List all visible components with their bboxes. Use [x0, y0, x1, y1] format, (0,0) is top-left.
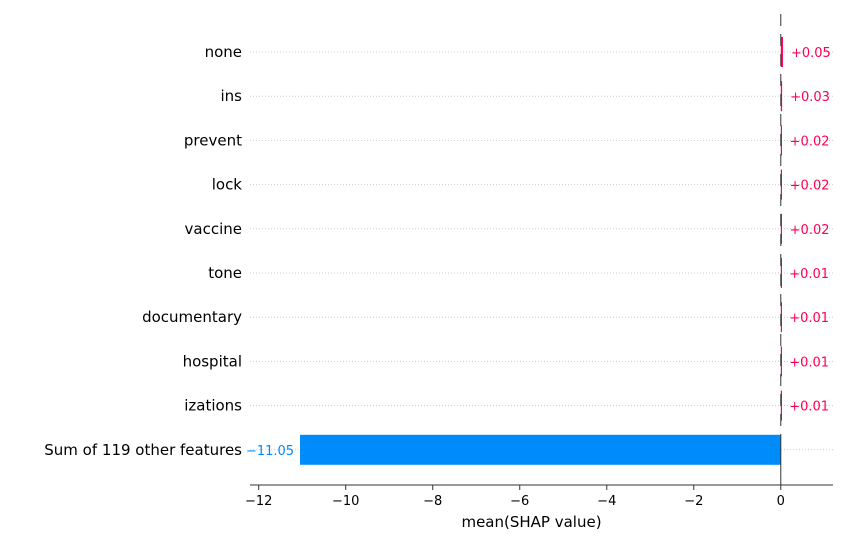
category-label: Sum of 119 other features	[44, 441, 242, 459]
bar-3	[780, 169, 782, 200]
category-label: lock	[212, 176, 243, 194]
bar-8	[780, 390, 782, 421]
category-label: prevent	[184, 131, 242, 149]
x-tick-label: −10	[332, 494, 359, 509]
grid-lines	[250, 51, 833, 451]
category-label: documentary	[142, 308, 242, 326]
value-labels: +0.05 +0.03 +0.02 +0.02 +0.02 +0.01 +0.01 +0.01…	[246, 46, 831, 459]
x-axis-label: mean(SHAP value)	[461, 513, 601, 531]
x-tick-label: −6	[510, 494, 529, 509]
bar-1	[780, 81, 783, 112]
category-label: tone	[208, 264, 242, 282]
category-label: izations	[184, 397, 242, 415]
x-tick-label: −8	[423, 494, 442, 509]
value-label: −11.05	[246, 444, 294, 459]
value-label: +0.01	[789, 311, 829, 326]
bar-2	[780, 125, 782, 156]
value-label: +0.01	[789, 355, 829, 370]
bars	[300, 37, 783, 465]
bar-5	[780, 258, 782, 288]
category-labels: none ins prevent lock vaccine tone documentary…	[44, 43, 242, 459]
x-tick-label: −4	[597, 494, 616, 509]
value-label: +0.02	[790, 223, 830, 238]
x-tick-label: −12	[245, 494, 272, 509]
bar-4	[780, 213, 782, 244]
category-label: hospital	[183, 352, 242, 370]
x-tick-label: −2	[684, 494, 703, 509]
value-label: +0.05	[791, 46, 831, 61]
x-axis: −12 −10 −8 −6 −4 −2 0	[245, 484, 833, 509]
value-label: +0.02	[790, 179, 830, 194]
category-label: none	[205, 43, 242, 61]
category-label: vaccine	[185, 220, 242, 238]
bar-0	[780, 37, 783, 67]
bar-6	[780, 302, 782, 333]
x-tick-label: 0	[777, 494, 785, 509]
bar-7	[780, 346, 782, 377]
value-label: +0.01	[789, 267, 829, 282]
value-label: +0.01	[789, 400, 829, 415]
value-label: +0.02	[790, 134, 830, 149]
bar-9	[300, 434, 781, 465]
value-label: +0.03	[790, 90, 830, 105]
category-label: ins	[221, 87, 243, 105]
